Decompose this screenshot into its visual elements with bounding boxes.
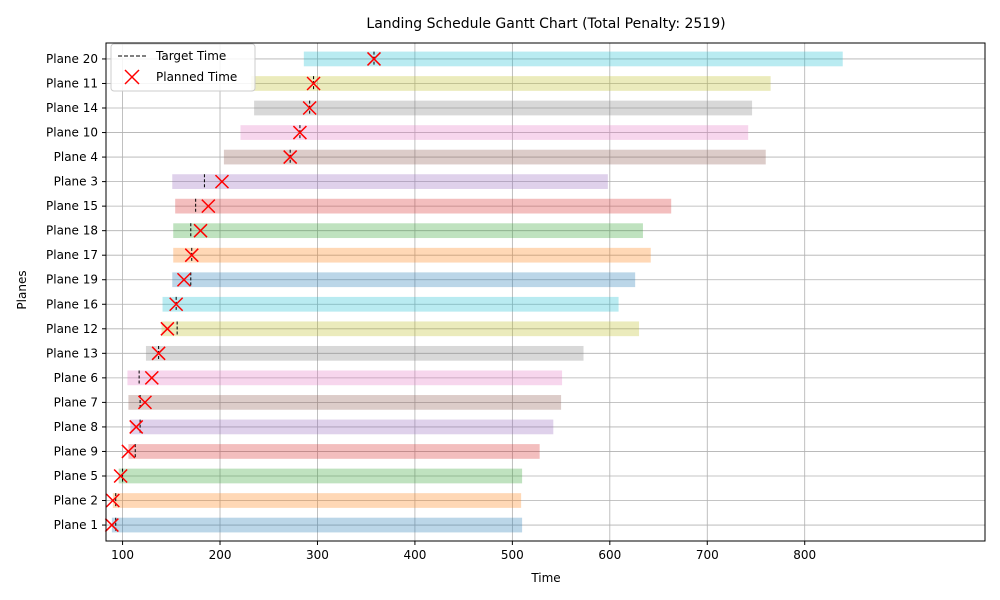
planned-time-marker bbox=[184, 248, 199, 263]
time-window-bar bbox=[161, 321, 640, 337]
x-tick-label: 600 bbox=[598, 548, 621, 562]
planned-time-marker bbox=[129, 419, 144, 434]
planned-time-marker bbox=[160, 321, 175, 336]
time-window-bar bbox=[128, 395, 562, 410]
y-tick-label: Plane 1 bbox=[54, 518, 98, 532]
time-window-bar bbox=[173, 223, 643, 239]
y-tick-label: Plane 7 bbox=[54, 395, 98, 409]
time-window-bar bbox=[223, 149, 766, 165]
planned-time-marker bbox=[176, 272, 191, 287]
time-window-bar bbox=[112, 493, 522, 508]
planned-time-marker bbox=[144, 370, 159, 385]
y-tick-label: Plane 19 bbox=[46, 273, 98, 287]
planned-time-marker bbox=[366, 51, 382, 66]
planned-time-marker bbox=[105, 493, 120, 508]
time-window-bar bbox=[254, 100, 753, 116]
time-window-bar bbox=[145, 345, 584, 361]
x-tick-label: 800 bbox=[793, 548, 816, 562]
y-axis-ticks: Plane 1 Plane 2 Plane 5 Plane 9 Plane 8 Plane… bbox=[46, 52, 106, 532]
planned-time-marker bbox=[292, 125, 307, 140]
planned-time-marker bbox=[306, 76, 321, 91]
legend-box bbox=[110, 43, 256, 92]
time-window-bar bbox=[173, 247, 651, 263]
time-window-bar bbox=[130, 419, 554, 435]
legend-target-label: Target Time bbox=[155, 49, 226, 63]
chart-title: Landing Schedule Gantt Chart (Total Pena… bbox=[366, 16, 725, 32]
time-window-bar bbox=[175, 198, 672, 214]
time-window-bar bbox=[118, 468, 523, 484]
legend: Target Time Planned Time bbox=[110, 43, 256, 92]
x-axis-label: Time bbox=[530, 571, 560, 585]
y-axis-label: Planes bbox=[15, 270, 29, 309]
y-tick-label: Plane 8 bbox=[54, 420, 98, 434]
planned-markers bbox=[104, 51, 382, 533]
time-window-bar bbox=[240, 125, 749, 140]
planned-time-marker bbox=[302, 100, 317, 116]
x-tick-label: 200 bbox=[209, 548, 232, 562]
x-axis-ticks: 100 200 300 400 500 600 700 800 bbox=[111, 541, 816, 562]
planned-time-marker bbox=[283, 150, 298, 165]
planned-time-marker bbox=[104, 518, 119, 533]
bars bbox=[111, 51, 843, 533]
y-tick-label: Plane 17 bbox=[46, 248, 98, 262]
planned-time-marker bbox=[214, 174, 229, 189]
y-tick-label: Plane 5 bbox=[54, 469, 98, 483]
y-tick-label: Plane 18 bbox=[46, 224, 98, 238]
y-tick-label: Plane 2 bbox=[54, 494, 98, 508]
y-tick-label: Plane 3 bbox=[54, 175, 98, 189]
time-window-bar bbox=[128, 444, 540, 459]
planned-time-marker bbox=[201, 199, 216, 214]
y-tick-label: Plane 16 bbox=[46, 297, 98, 311]
planned-time-marker bbox=[113, 468, 128, 484]
y-tick-label: Plane 14 bbox=[46, 101, 98, 115]
x-tick-label: 300 bbox=[306, 548, 329, 562]
time-window-bar bbox=[172, 174, 608, 189]
time-window-bar bbox=[172, 272, 636, 288]
y-tick-label: Plane 20 bbox=[46, 52, 98, 66]
plot-frame bbox=[105, 42, 986, 542]
grid bbox=[106, 43, 985, 541]
time-window-bar bbox=[111, 517, 523, 533]
y-tick-label: Plane 13 bbox=[46, 346, 98, 360]
y-tick-label: Plane 12 bbox=[46, 322, 98, 336]
y-tick-label: Plane 10 bbox=[46, 126, 98, 140]
planned-time-marker bbox=[151, 346, 166, 361]
x-tick-label: 100 bbox=[111, 548, 134, 562]
planned-time-marker bbox=[169, 297, 184, 312]
time-window-bar bbox=[303, 51, 843, 67]
y-tick-label: Plane 15 bbox=[46, 199, 98, 213]
x-tick-label: 400 bbox=[403, 548, 426, 562]
legend-planned-label: Planned Time bbox=[156, 70, 237, 84]
y-tick-label: Plane 9 bbox=[54, 444, 98, 458]
time-window-bar bbox=[127, 370, 563, 386]
legend-planned-swatch bbox=[124, 69, 140, 85]
x-tick-label: 700 bbox=[696, 548, 719, 562]
planned-time-marker bbox=[121, 444, 136, 459]
planned-time-marker bbox=[137, 395, 153, 410]
time-window-bar bbox=[251, 76, 771, 91]
planned-time-marker bbox=[193, 223, 208, 238]
x-tick-label: 500 bbox=[501, 548, 524, 562]
y-tick-label: Plane 6 bbox=[54, 371, 98, 385]
y-tick-label: Plane 11 bbox=[46, 76, 98, 90]
time-window-bar bbox=[162, 296, 619, 312]
y-tick-label: Plane 4 bbox=[54, 150, 98, 164]
